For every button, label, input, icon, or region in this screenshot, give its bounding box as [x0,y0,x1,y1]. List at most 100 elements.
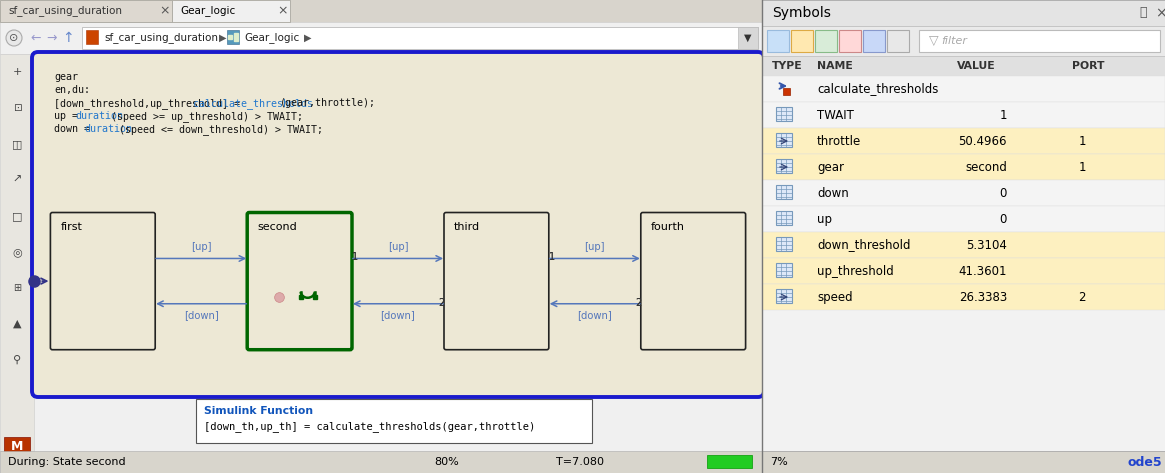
Bar [3,437,30,455]
Text: 1: 1 [549,253,555,263]
Text: Symbols: Symbols [772,6,831,20]
Bar [762,102,1165,128]
Text: [up]: [up] [585,243,605,253]
Text: calculate_thresholds: calculate_thresholds [817,82,938,96]
Bar [776,133,792,147]
Bar [0,22,762,54]
Text: ⊞: ⊞ [13,283,21,293]
Text: (speed >= up_threshold) > TWAIT;: (speed >= up_threshold) > TWAIT; [111,111,303,122]
Bar [776,159,792,173]
Text: second: second [965,160,1007,174]
FancyBboxPatch shape [641,212,746,350]
FancyBboxPatch shape [31,52,764,397]
Bar [737,27,758,49]
Bar [197,399,592,443]
Bar [762,284,1165,310]
Text: calculate_thresholds: calculate_thresholds [193,98,313,109]
Text: gear: gear [54,72,78,82]
Text: ⊡: ⊡ [13,103,21,113]
Bar [776,107,792,121]
Text: throttle: throttle [817,134,861,148]
Text: 1: 1 [1079,134,1086,148]
Bar [298,295,303,299]
Text: ↑: ↑ [62,31,73,45]
Text: ←: ← [30,32,41,44]
Text: 80%: 80% [435,457,459,467]
Bar [762,206,1165,232]
Bar [227,30,239,44]
Bar [776,237,792,251]
Text: ▶: ▶ [304,33,311,43]
Text: TWAIT: TWAIT [817,108,854,122]
Bar [776,211,792,225]
Text: sf_car_using_duration: sf_car_using_duration [8,6,122,17]
Text: 2: 2 [438,298,444,308]
Text: 2: 2 [635,298,641,308]
Text: T=7.080: T=7.080 [556,457,605,467]
Text: 0: 0 [1000,212,1007,226]
Bar [776,263,792,277]
Text: NAME: NAME [817,61,853,71]
Text: gear: gear [817,160,843,174]
FancyBboxPatch shape [444,212,549,350]
Bar [919,30,1160,52]
Bar [762,76,1165,102]
Bar [312,295,317,299]
Text: Gear_logic: Gear_logic [243,33,299,44]
Text: duration: duration [76,111,123,121]
Text: ▶: ▶ [219,33,226,43]
Text: sf_car_using_duration: sf_car_using_duration [104,33,218,44]
Text: [down]: [down] [184,310,219,320]
Text: 2: 2 [635,298,641,308]
Text: fourth: fourth [651,221,685,231]
Text: (gear,throttle);: (gear,throttle); [281,98,376,108]
Text: +: + [13,67,22,77]
Text: 1: 1 [352,253,358,263]
Text: 1: 1 [352,253,358,263]
Text: Simulink Function: Simulink Function [204,406,313,416]
Circle shape [6,30,22,46]
Bar [762,0,1165,26]
Bar [776,289,792,303]
Text: third: third [454,221,480,231]
Bar [767,30,789,52]
Bar [0,451,1165,473]
Text: ⚲: ⚲ [13,355,21,365]
Text: 1: 1 [1079,160,1086,174]
Text: speed: speed [817,290,853,304]
Text: ode5: ode5 [1127,455,1162,468]
Bar [762,128,1165,154]
Text: 1: 1 [549,253,555,263]
Text: ▼: ▼ [744,33,751,43]
Text: 7%: 7% [770,457,788,467]
Bar [762,180,1165,206]
Bar [863,30,885,52]
Text: first: first [61,221,83,231]
Text: VALUE: VALUE [956,61,996,71]
FancyBboxPatch shape [50,212,155,350]
Bar [762,258,1165,284]
Text: down =: down = [54,124,96,134]
Bar [707,455,751,468]
Text: Gear_logic: Gear_logic [181,6,235,17]
Bar [0,0,172,22]
Bar [0,54,34,451]
Text: During: State second: During: State second [8,457,126,467]
Text: 0: 0 [1000,186,1007,200]
Text: 5.3104: 5.3104 [966,238,1007,252]
Bar [234,33,238,41]
Text: [down_threshold,up_threshold] =: [down_threshold,up_threshold] = [54,98,246,109]
Text: 1: 1 [1000,108,1007,122]
Text: 🖈: 🖈 [1139,7,1146,19]
Text: 26.3383: 26.3383 [959,290,1007,304]
Text: ◫: ◫ [12,139,22,149]
Text: 41.3601: 41.3601 [959,264,1007,278]
Bar [762,154,1165,180]
Text: TYPE: TYPE [772,61,803,71]
Text: ↗: ↗ [13,175,22,185]
Bar [228,35,232,39]
Text: PORT: PORT [1072,61,1104,71]
Text: up: up [817,212,832,226]
Text: 2: 2 [1079,290,1086,304]
Text: ⊙: ⊙ [9,33,19,43]
